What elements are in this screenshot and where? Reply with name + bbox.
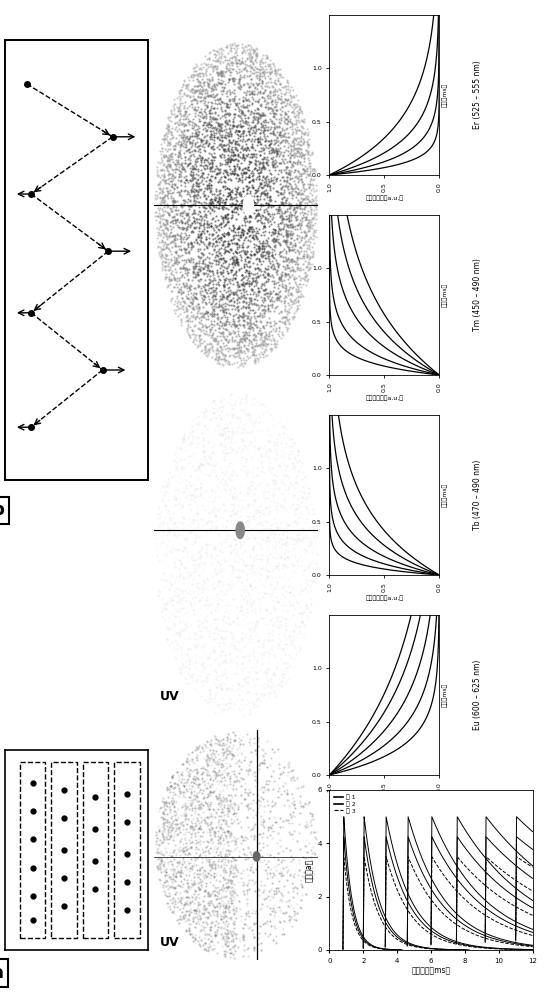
Text: UV: UV (160, 690, 180, 703)
Bar (82, 762, 108, 938)
Text: IR: IR (160, 340, 175, 353)
Polygon shape (154, 390, 318, 720)
Text: a: a (0, 964, 3, 982)
Text: Er (525 – 555 nm): Er (525 – 555 nm) (473, 61, 482, 129)
Text: 时间（ms）: 时间（ms） (442, 83, 447, 107)
Polygon shape (254, 852, 260, 861)
X-axis label: 规律化强度（a.u.）: 规律化强度（a.u.） (365, 595, 404, 601)
Text: 时间（ms）: 时间（ms） (442, 683, 447, 707)
Text: b: b (0, 501, 4, 519)
Legend: 珠 1, 珠 2, 珠 3: 珠 1, 珠 2, 珠 3 (333, 793, 357, 815)
X-axis label: 规律化强度（a.u.）: 规律化强度（a.u.） (365, 195, 404, 201)
Text: UV: UV (160, 936, 180, 949)
Text: Tm (450 – 490 nm): Tm (450 – 490 nm) (473, 259, 482, 331)
X-axis label: 翻转时间（ms）: 翻转时间（ms） (411, 966, 451, 975)
X-axis label: 规律化强度（a.u.）: 规律化强度（a.u.） (365, 795, 404, 801)
Text: 时间（ms）: 时间（ms） (442, 283, 447, 307)
Bar (114, 762, 139, 938)
Text: Eu (600 – 625 nm): Eu (600 – 625 nm) (473, 660, 482, 730)
Bar (20, 762, 46, 938)
Polygon shape (154, 730, 318, 960)
X-axis label: 规律化强度（a.u.）: 规律化强度（a.u.） (365, 395, 404, 401)
Text: Tb (470 – 490 nm): Tb (470 – 490 nm) (473, 460, 482, 530)
Polygon shape (236, 522, 244, 538)
Y-axis label: 强度（a）: 强度（a） (305, 858, 315, 882)
Text: 时间（ms）: 时间（ms） (442, 483, 447, 507)
Bar (51, 762, 77, 938)
Polygon shape (154, 40, 318, 370)
Polygon shape (244, 195, 254, 215)
